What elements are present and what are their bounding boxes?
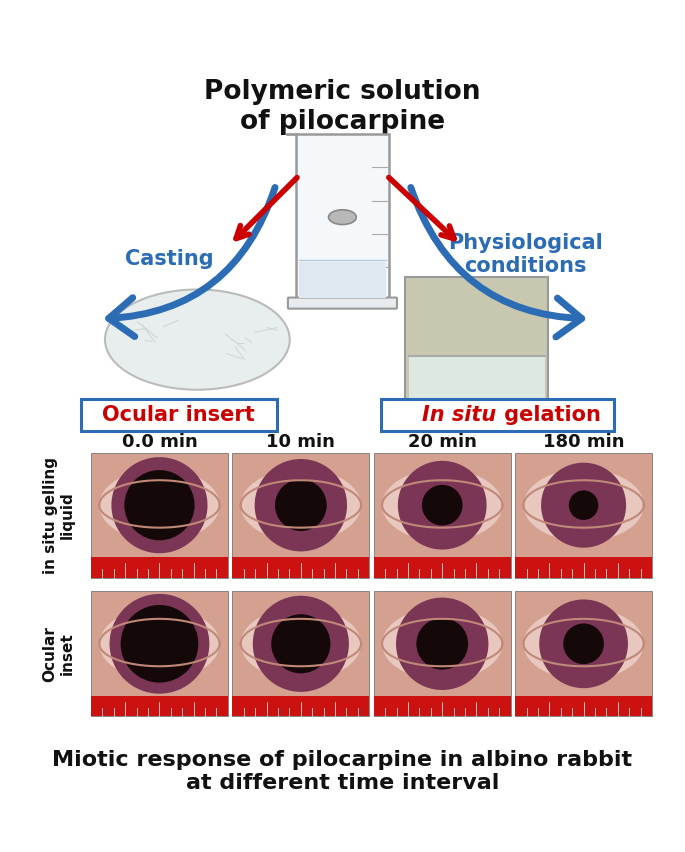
Bar bbox=[299, 262, 386, 298]
FancyBboxPatch shape bbox=[81, 400, 277, 430]
Circle shape bbox=[422, 485, 462, 526]
Text: 10 min: 10 min bbox=[266, 433, 335, 451]
Circle shape bbox=[255, 459, 347, 551]
Circle shape bbox=[110, 594, 210, 694]
Bar bbox=[232, 696, 369, 717]
Bar bbox=[374, 557, 510, 578]
Bar bbox=[91, 696, 228, 717]
Circle shape bbox=[541, 463, 626, 548]
FancyBboxPatch shape bbox=[288, 297, 397, 308]
Ellipse shape bbox=[329, 210, 356, 225]
FancyBboxPatch shape bbox=[296, 134, 388, 300]
Bar bbox=[515, 452, 652, 578]
Text: Ocular
inset: Ocular inset bbox=[42, 626, 75, 682]
Circle shape bbox=[112, 458, 208, 553]
Ellipse shape bbox=[240, 607, 361, 680]
Text: 0.0 min: 0.0 min bbox=[121, 433, 197, 451]
Ellipse shape bbox=[99, 607, 220, 680]
Text: gelation: gelation bbox=[497, 405, 601, 425]
FancyArrowPatch shape bbox=[109, 187, 275, 337]
Bar bbox=[374, 452, 510, 578]
Circle shape bbox=[398, 461, 486, 550]
Ellipse shape bbox=[99, 469, 220, 541]
Bar bbox=[91, 557, 228, 578]
FancyBboxPatch shape bbox=[382, 400, 614, 430]
Text: Miotic response of pilocarpine in albino rabbit
at different time interval: Miotic response of pilocarpine in albino… bbox=[52, 750, 632, 793]
Circle shape bbox=[271, 614, 330, 673]
Ellipse shape bbox=[382, 469, 502, 541]
FancyArrowPatch shape bbox=[411, 187, 582, 337]
Bar bbox=[515, 591, 652, 717]
Ellipse shape bbox=[105, 290, 290, 389]
Text: in situ gelling
liquid: in situ gelling liquid bbox=[42, 457, 75, 573]
Ellipse shape bbox=[240, 469, 361, 541]
Bar bbox=[91, 591, 228, 717]
Circle shape bbox=[569, 491, 599, 520]
Ellipse shape bbox=[523, 607, 644, 680]
Bar bbox=[232, 557, 369, 578]
Circle shape bbox=[563, 624, 604, 664]
Circle shape bbox=[121, 605, 198, 682]
Text: Physiological
conditions: Physiological conditions bbox=[448, 233, 603, 276]
Text: In situ: In situ bbox=[421, 405, 496, 425]
Ellipse shape bbox=[382, 607, 502, 680]
Circle shape bbox=[396, 597, 488, 690]
Bar bbox=[409, 356, 545, 420]
Text: Ocular insert: Ocular insert bbox=[103, 405, 256, 425]
Circle shape bbox=[539, 600, 628, 688]
Bar bbox=[91, 452, 228, 578]
Circle shape bbox=[275, 480, 327, 531]
Bar bbox=[515, 557, 652, 578]
Bar bbox=[232, 452, 369, 578]
Bar bbox=[232, 591, 369, 717]
Text: 20 min: 20 min bbox=[408, 433, 477, 451]
Ellipse shape bbox=[523, 469, 644, 541]
Text: Polymeric solution
of pilocarpine: Polymeric solution of pilocarpine bbox=[204, 78, 481, 135]
Bar bbox=[374, 591, 510, 717]
Circle shape bbox=[253, 596, 349, 692]
Circle shape bbox=[416, 618, 468, 670]
Text: 180 min: 180 min bbox=[543, 433, 624, 451]
Bar bbox=[515, 696, 652, 717]
Bar bbox=[374, 696, 510, 717]
Text: Casting: Casting bbox=[125, 249, 214, 268]
Circle shape bbox=[125, 470, 195, 540]
Bar bbox=[406, 277, 549, 420]
